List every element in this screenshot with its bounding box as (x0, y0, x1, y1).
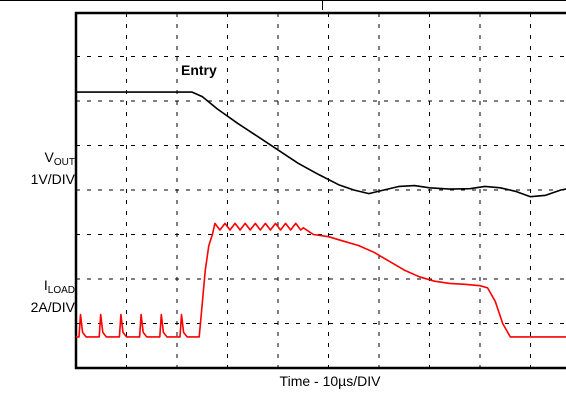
top-tick (322, 0, 323, 10)
iload-scale: 2A/DIV (30, 299, 75, 315)
grid-lines (76, 13, 566, 368)
iload-trace (76, 222, 566, 338)
vout-trace (76, 91, 566, 198)
iload-label-main: I (43, 277, 48, 293)
vout-axis-label: VOUT 1V/DIV (20, 149, 75, 187)
vout-label-sub: OUT (53, 157, 75, 168)
iload-axis-label: ILOAD 2A/DIV (20, 277, 75, 315)
traces (76, 91, 566, 338)
vout-scale: 1V/DIV (30, 171, 75, 187)
vout-label-main: V (44, 149, 54, 165)
plot-frame (74, 11, 566, 370)
iload-label-sub: LOAD (47, 285, 75, 296)
top-rule (0, 0, 566, 1)
entry-annotation: Entry (181, 62, 217, 78)
x-axis-label: Time - 10µs/DIV (279, 373, 381, 389)
